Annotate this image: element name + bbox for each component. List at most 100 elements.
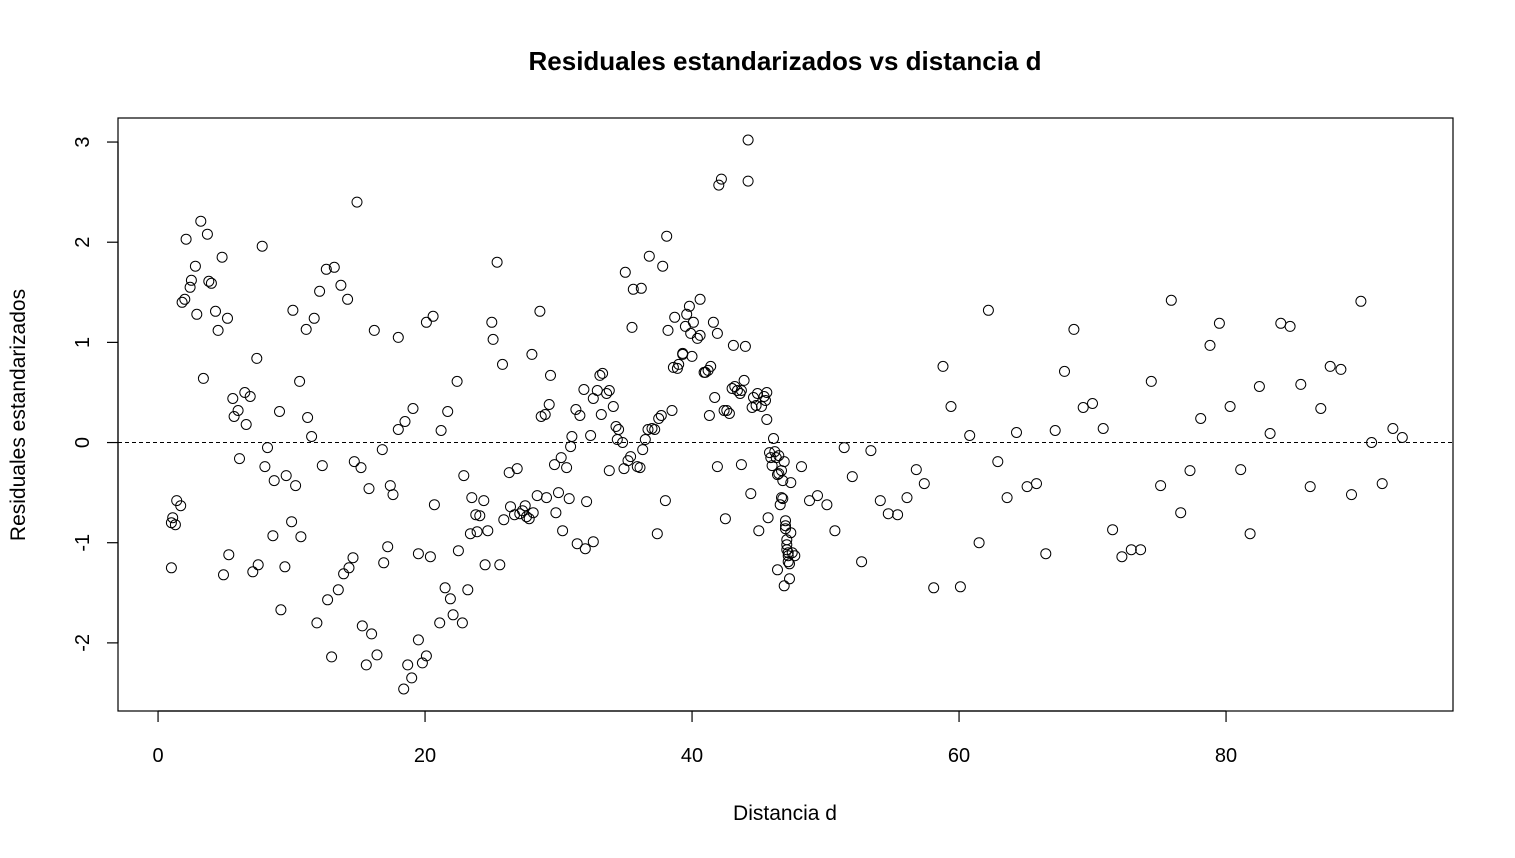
- data-point: [1184, 465, 1196, 477]
- data-point: [347, 552, 359, 564]
- data-point: [259, 461, 271, 473]
- data-point: [973, 537, 985, 549]
- data-point: [1125, 544, 1137, 556]
- data-point: [563, 493, 575, 505]
- data-point: [571, 538, 583, 550]
- data-point: [642, 424, 654, 435]
- data-point: [280, 470, 292, 482]
- data-point: [683, 300, 695, 312]
- data-point: [222, 312, 233, 324]
- data-point: [666, 405, 678, 416]
- data-point: [314, 285, 326, 297]
- data-point: [1049, 425, 1061, 436]
- data-point: [705, 360, 717, 372]
- data-point: [523, 513, 535, 525]
- data-point: [290, 480, 302, 492]
- data-point: [517, 505, 528, 517]
- data-point: [227, 393, 239, 404]
- data-point: [479, 559, 491, 571]
- data-point: [1355, 295, 1367, 307]
- data-point: [756, 401, 767, 412]
- data-point: [780, 515, 791, 527]
- data-point: [760, 395, 771, 406]
- data-point: [223, 549, 235, 561]
- data-point: [534, 305, 546, 317]
- data-point: [424, 551, 436, 563]
- data-point: [471, 526, 483, 538]
- data-point: [781, 539, 793, 551]
- data-point: [661, 230, 673, 242]
- data-point: [169, 519, 181, 531]
- data-point: [191, 308, 203, 320]
- data-point: [856, 556, 868, 568]
- data-point: [992, 456, 1004, 468]
- data-point: [1097, 423, 1109, 434]
- data-point: [655, 410, 667, 421]
- data-point: [669, 311, 681, 323]
- data-point: [585, 430, 597, 441]
- data-point: [195, 215, 207, 227]
- data-point: [954, 581, 966, 593]
- data-point: [778, 580, 790, 592]
- data-point: [382, 541, 394, 553]
- data-point: [746, 402, 758, 413]
- data-point: [709, 392, 721, 403]
- data-point: [789, 550, 801, 562]
- data-point: [478, 495, 490, 507]
- data-point: [482, 525, 494, 537]
- data-point: [543, 399, 555, 410]
- data-point: [627, 283, 639, 295]
- data-point: [451, 375, 463, 387]
- data-point: [247, 566, 259, 578]
- data-point: [731, 385, 743, 396]
- data-point: [1116, 551, 1128, 563]
- data-point: [306, 431, 318, 442]
- data-point: [316, 460, 328, 472]
- data-point: [681, 308, 693, 320]
- data-point: [294, 375, 306, 387]
- data-point: [427, 310, 439, 322]
- data-point: [262, 442, 273, 454]
- data-point: [343, 562, 355, 574]
- data-point: [428, 499, 440, 511]
- data-point: [189, 260, 201, 272]
- data-point: [256, 240, 268, 252]
- data-point: [752, 388, 763, 399]
- data-point: [579, 543, 591, 555]
- data-point: [216, 251, 228, 263]
- plot-frame: [117, 117, 1454, 712]
- data-point: [765, 452, 777, 464]
- data-point: [721, 405, 733, 416]
- data-point: [308, 312, 320, 324]
- data-point: [487, 333, 499, 345]
- data-point: [1244, 528, 1256, 540]
- data-point: [643, 250, 655, 262]
- data-point: [320, 263, 332, 275]
- data-point: [778, 456, 790, 468]
- data-point: [829, 525, 841, 537]
- data-point: [1107, 524, 1119, 536]
- data-point: [694, 329, 706, 341]
- data-point: [197, 372, 209, 384]
- data-point: [360, 659, 372, 671]
- data-point: [526, 348, 538, 360]
- data-point: [210, 305, 221, 317]
- data-point: [626, 321, 638, 333]
- data-point: [591, 385, 603, 396]
- data-point: [1396, 432, 1408, 443]
- data-point: [715, 173, 727, 185]
- data-point: [785, 477, 797, 489]
- data-point: [165, 562, 177, 574]
- data-point: [892, 509, 904, 521]
- data-point: [557, 525, 569, 537]
- data-point: [167, 512, 179, 524]
- data-point: [601, 388, 613, 399]
- data-point: [376, 444, 388, 456]
- data-point: [753, 525, 765, 537]
- data-point: [610, 421, 622, 432]
- data-point: [252, 559, 264, 571]
- data-point: [378, 557, 390, 569]
- data-point: [553, 487, 564, 499]
- data-point: [511, 463, 523, 475]
- data-point: [846, 471, 858, 483]
